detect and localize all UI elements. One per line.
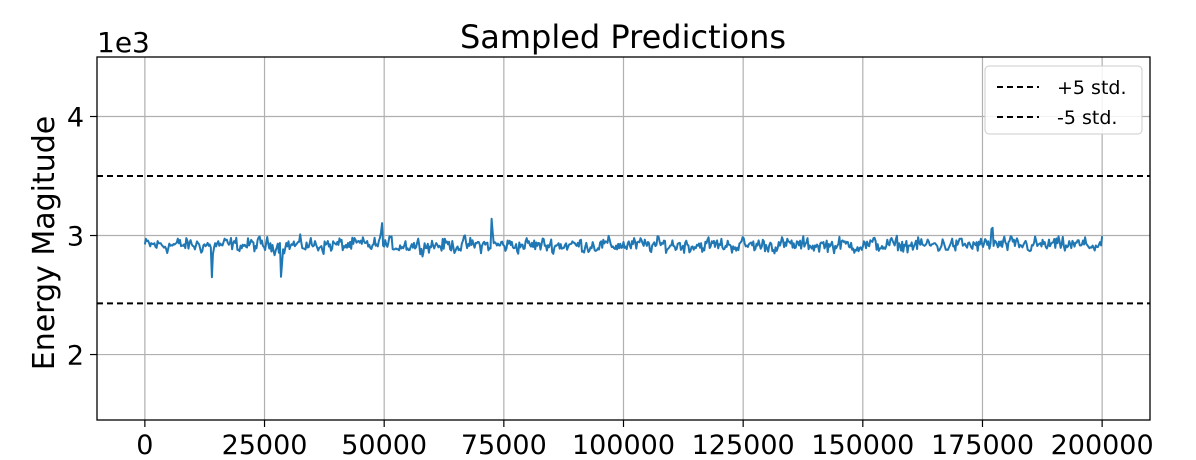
y-tick-label: 2 [67,341,84,372]
x-tick-label: 200000 [1051,430,1154,460]
x-axis: 0 25000 50000 75000 100000 125000 150000 175000… [136,420,1154,460]
x-tick-label: 100000 [572,430,675,460]
y-axis-title: Energy Magitude [27,116,62,371]
reference-lines [97,175,1150,305]
y-tick-label: 4 [67,103,84,134]
x-tick-label: 75000 [461,430,547,460]
y-tick-label: 3 [67,222,84,253]
legend-label-lower: -5 std. [1057,107,1117,129]
y-offset-text: 1e3 [97,26,150,59]
x-tick-label: 50000 [341,430,427,460]
y-axis: 2 3 4 [67,103,97,372]
x-tick-label: 175000 [931,430,1034,460]
legend-box [984,65,1143,135]
legend-label-upper: +5 std. [1057,77,1127,99]
x-tick-label: 150000 [811,430,914,460]
chart-title: Sampled Predictions [460,18,786,56]
series-line [143,217,1104,279]
legend: +5 std. -5 std. [984,65,1143,135]
x-tick-label: 25000 [222,430,308,460]
x-tick-label: 125000 [692,430,795,460]
x-tick-label: 0 [136,430,153,460]
